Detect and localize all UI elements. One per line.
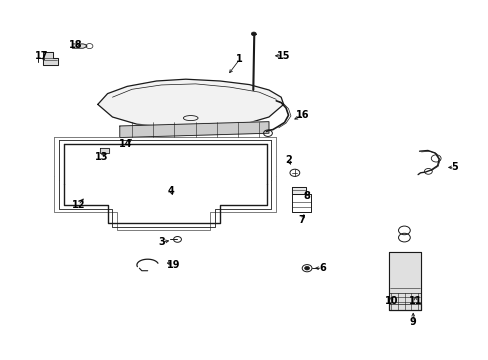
Text: 12: 12 <box>71 200 85 210</box>
Circle shape <box>251 32 256 36</box>
Text: 11: 11 <box>408 296 422 306</box>
Circle shape <box>304 266 309 270</box>
Text: 16: 16 <box>296 110 309 120</box>
Text: 17: 17 <box>35 51 48 61</box>
Text: 13: 13 <box>95 152 108 162</box>
Text: 2: 2 <box>285 155 291 165</box>
Text: 4: 4 <box>167 186 174 196</box>
Polygon shape <box>43 52 58 65</box>
Text: 19: 19 <box>166 260 180 270</box>
Text: 10: 10 <box>384 296 397 306</box>
Polygon shape <box>120 122 268 138</box>
Text: 5: 5 <box>450 162 457 172</box>
Text: 14: 14 <box>119 139 133 149</box>
Polygon shape <box>98 79 283 128</box>
Text: 6: 6 <box>319 263 325 273</box>
Text: 8: 8 <box>303 191 309 201</box>
Text: 3: 3 <box>158 237 164 247</box>
Polygon shape <box>72 44 87 48</box>
Polygon shape <box>100 148 108 153</box>
Polygon shape <box>388 252 420 310</box>
Text: 1: 1 <box>236 54 243 64</box>
Text: 15: 15 <box>276 51 290 61</box>
Polygon shape <box>292 187 305 194</box>
Text: 18: 18 <box>69 40 82 50</box>
Text: 9: 9 <box>409 317 416 327</box>
Text: 7: 7 <box>298 215 305 225</box>
